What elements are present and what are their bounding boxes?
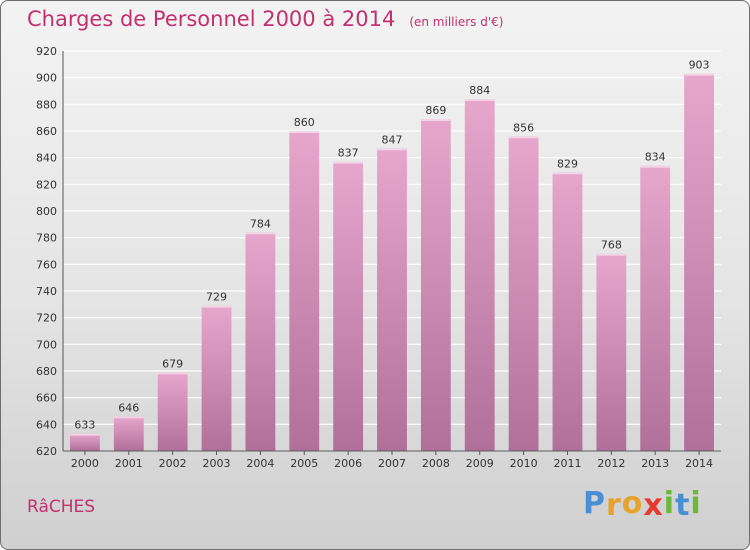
y-tick-label: 880 [36,98,57,111]
title-text: Charges de Personnel 2000 à 2014 [27,7,396,31]
y-tick-label: 840 [36,152,57,165]
data-label-2012: 768 [601,239,622,252]
logo-letter: t [675,488,691,523]
data-label-2004: 784 [250,217,271,230]
bars [70,73,714,452]
x-tick-label: 2005 [290,457,318,470]
y-tick-label: 640 [36,418,57,431]
y-tick-label: 800 [36,205,57,218]
bar-2004[interactable] [245,232,276,451]
data-label-2013: 834 [645,151,666,164]
bar-top-highlight [508,136,539,139]
x-tick-label: 2009 [466,457,494,470]
x-tick-label: 2000 [71,457,99,470]
data-label-2005: 860 [294,116,315,129]
bar-2012[interactable] [596,253,627,451]
y-tick-label: 860 [36,125,57,138]
y-tick-label: 660 [36,392,57,405]
y-tick-label: 740 [36,285,57,298]
bar-2011[interactable] [552,172,583,452]
y-tick-label: 900 [36,72,57,85]
bar-2014[interactable] [684,73,714,452]
x-tick-label: 2007 [378,457,406,470]
logo-letter: o [621,486,644,521]
bar-2010[interactable] [508,136,539,452]
bar-2013[interactable] [640,165,671,451]
y-tick-label: 920 [36,45,57,58]
logo-letter: i [690,486,702,521]
y-tick-label: 620 [36,445,57,458]
bar-2005[interactable] [289,131,320,451]
logo-letter: x [643,488,664,523]
bar-top-highlight [157,372,188,375]
bar-top-highlight [552,172,583,175]
data-label-2014: 903 [689,59,710,72]
bar-top-highlight [684,73,714,76]
bar-2002[interactable] [157,372,188,451]
bar-2007[interactable] [377,148,407,452]
data-labels: 633 646 679 729 784 860 837 847 869 884 856 829 768 8… [74,59,709,432]
data-label-2001: 646 [118,401,139,414]
y-tick-label: 700 [36,338,57,351]
proxiti-logo[interactable]: Proxiti [583,486,702,523]
y-tick-label: 780 [36,232,57,245]
x-tick-label: 2012 [597,457,625,470]
bar-top-highlight [377,148,407,151]
data-label-2008: 869 [425,104,446,117]
x-tick-label: 2013 [641,457,669,470]
x-tick-label: 2014 [685,457,713,470]
x-tick-label: 2006 [334,457,362,470]
x-tick-label: 2010 [510,457,538,470]
bar-2000[interactable] [70,433,100,451]
bar-top-highlight [640,165,671,168]
bar-top-highlight [70,433,100,436]
x-tick-label: 2008 [422,457,450,470]
logo-letter: i [663,486,676,521]
bar-top-highlight [113,416,144,419]
bar-top-highlight [420,119,451,121]
x-tick-label: 2011 [553,457,581,470]
bar-top-highlight [333,161,364,164]
chart-title: Charges de Personnel 2000 à 2014 (en mill… [27,7,503,31]
x-tick-label: 2003 [203,457,231,470]
data-label-2011: 829 [557,157,578,170]
bar-2003[interactable] [201,305,232,451]
data-label-2002: 679 [162,357,183,370]
bar-top-highlight [289,131,320,133]
y-tick-label: 680 [36,365,57,378]
logo-letter: P [583,486,606,521]
data-label-2010: 856 [513,121,534,134]
x-tick-label: 2001 [115,457,143,470]
y-tick-label: 760 [36,258,57,271]
x-tick-label: 2002 [159,457,187,470]
bar-2009[interactable] [464,99,495,451]
bar-top-highlight [596,253,627,256]
commune-name: RâCHES [27,497,96,517]
y-tick-label: 820 [36,178,57,191]
data-label-2007: 847 [382,133,403,146]
data-label-2009: 884 [469,84,490,97]
bar-top-highlight [464,99,495,101]
chart-subtitle: (en milliers d'€) [409,15,504,29]
bar-top-highlight [245,232,276,235]
y-tick-label: 720 [36,312,57,325]
data-label-2003: 729 [206,291,227,304]
bar-top-highlight [201,305,232,308]
axes: 620 640 660 680 700 720 740 760 780 800 820 840 860 8… [36,45,721,470]
x-tick-label: 2004 [246,457,274,470]
data-label-2006: 837 [338,147,359,160]
logo-letter: r [606,488,622,523]
data-label-2000: 633 [74,419,95,432]
bar-2006[interactable] [333,161,364,451]
bar-2008[interactable] [420,119,451,451]
bar-2001[interactable] [113,416,144,451]
